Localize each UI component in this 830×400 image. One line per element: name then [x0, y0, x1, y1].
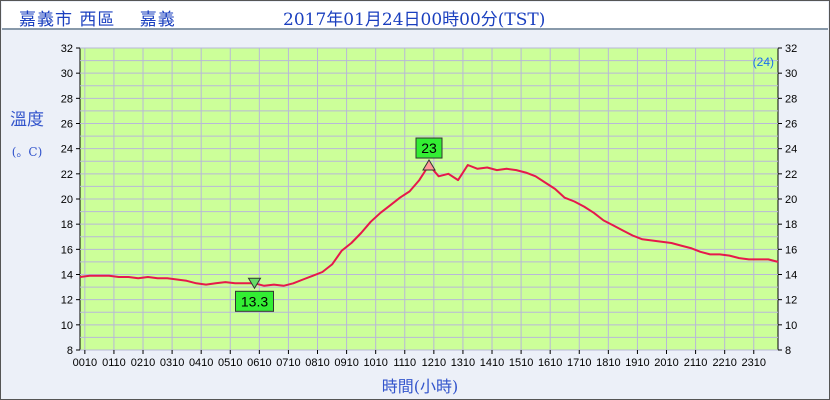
y-tick-label-left: 8: [67, 345, 73, 357]
x-tick-label: 1510: [509, 357, 533, 369]
min-value-label: 13.3: [241, 293, 268, 309]
y-tick-label-right: 24: [785, 144, 797, 156]
x-tick-label: 1310: [451, 357, 475, 369]
x-tick-label: 2110: [684, 357, 708, 369]
x-tick-label: 0810: [305, 357, 329, 369]
x-tick-label: 1110: [393, 357, 416, 369]
y-tick-label-left: 10: [61, 320, 73, 332]
y-tick-label-left: 14: [61, 270, 73, 282]
max-value-label: 23: [421, 140, 437, 156]
x-tick-label: 0710: [276, 357, 300, 369]
min-marker: [247, 277, 262, 290]
x-tick-label: 1910: [625, 357, 649, 369]
observation-datetime: 2017年01月24日00時00分(TST): [283, 10, 546, 30]
y-tick-label-left: 16: [61, 244, 73, 256]
y-tick-label-right: 22: [785, 169, 797, 181]
y-tick-label-left: 28: [61, 93, 73, 105]
corner-count-label: (24): [753, 55, 774, 69]
y-axis-title: 溫度: [10, 110, 44, 130]
y-tick-label-right: 8: [785, 345, 791, 357]
y-tick-label-left: 26: [61, 119, 73, 131]
y-tick-label-left: 22: [61, 169, 73, 181]
y-tick-label-left: 20: [61, 194, 73, 206]
x-tick-label: 1010: [363, 357, 387, 369]
x-tick-label: 0510: [218, 357, 242, 369]
y-tick-label-right: 16: [785, 244, 797, 256]
y-tick-label-right: 18: [785, 219, 797, 231]
x-tick-label: 0110: [102, 357, 126, 369]
x-tick-label: 0210: [131, 357, 155, 369]
x-tick-label: 0310: [160, 357, 184, 369]
x-tick-label: 0410: [189, 357, 213, 369]
min-label-box: [235, 290, 274, 312]
y-axis-unit: (。C): [11, 145, 43, 159]
x-tick-label: 1710: [567, 357, 591, 369]
y-tick-label-left: 32: [61, 43, 73, 55]
y-tick-label-left: 12: [61, 295, 73, 307]
y-tick-label-right: 12: [785, 295, 797, 307]
x-tick-label: 2010: [654, 357, 678, 369]
x-tick-label: 2210: [712, 357, 736, 369]
y-tick-label-right: 32: [785, 43, 797, 55]
y-tick-label-right: 30: [785, 68, 797, 80]
station-location: 嘉義市 西區 嘉義: [19, 10, 176, 30]
max-label-box: [415, 137, 443, 159]
x-tick-label: 1210: [422, 357, 446, 369]
y-tick-label-right: 20: [785, 194, 797, 206]
x-axis-label: 時間(小時): [381, 377, 459, 396]
y-tick-label-left: 24: [61, 144, 73, 156]
x-tick-label: 1810: [596, 357, 620, 369]
y-tick-label-right: 14: [785, 270, 797, 282]
header-bar: 嘉義市 西區 嘉義 2017年01月24日00時00分(TST): [2, 2, 828, 30]
y-tick-label-right: 28: [785, 93, 797, 105]
x-tick-label: 1610: [538, 357, 562, 369]
x-tick-label: 0610: [247, 357, 271, 369]
y-tick-label-right: 10: [785, 320, 797, 332]
x-tick-label: 0010: [73, 357, 97, 369]
max-marker: [422, 159, 436, 171]
y-tick-label-left: 30: [61, 68, 73, 80]
y-tick-label-right: 26: [785, 119, 797, 131]
y-axis-label: 溫度 (。C): [8, 108, 46, 164]
y-tick-label-left: 18: [61, 219, 73, 231]
x-tick-label: 0910: [334, 357, 358, 369]
x-tick-label: 2310: [742, 357, 766, 369]
x-tick-label: 1410: [480, 357, 504, 369]
